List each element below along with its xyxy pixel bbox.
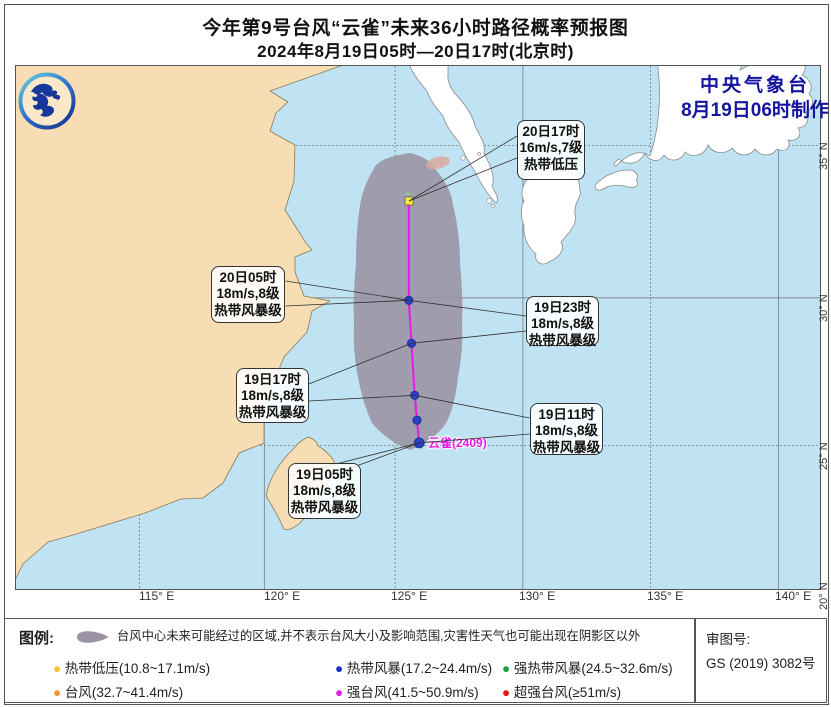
svg-text:云雀(2409): 云雀(2409)	[428, 435, 487, 450]
